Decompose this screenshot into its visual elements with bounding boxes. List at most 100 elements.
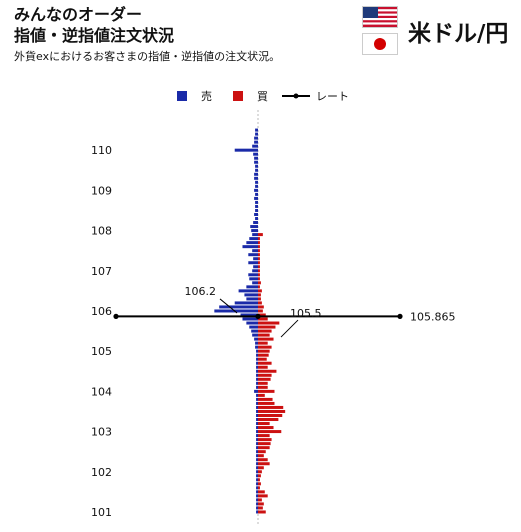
- buy-bar: [258, 313, 266, 317]
- sell-bar: [249, 325, 258, 329]
- sell-bar: [253, 257, 258, 261]
- buy-bar: [258, 385, 268, 389]
- sell-bar: [256, 442, 258, 446]
- sell-bar: [256, 397, 258, 401]
- order-book-chart: 売 買 レート 101 102 103 104 105 106 107 108 109 110 1…: [0, 80, 521, 532]
- bar-series: [214, 128, 286, 514]
- sell-bar: [256, 450, 258, 454]
- buy-bar: [258, 466, 264, 470]
- buy-bar: [258, 510, 266, 514]
- sell-bar: [256, 385, 258, 389]
- sell-bar: [252, 144, 258, 148]
- currency-pair-label: 米ドル/円: [408, 21, 509, 47]
- sell-bar: [255, 208, 258, 212]
- buy-bar: [258, 353, 269, 357]
- buy-bar: [258, 502, 264, 506]
- buy-bar: [258, 430, 282, 434]
- legend-buy-label: 買: [257, 90, 268, 103]
- sell-bar: [256, 510, 258, 514]
- buy-bar: [258, 233, 263, 237]
- y-tick-label: 102: [91, 466, 112, 479]
- sell-bar: [256, 413, 258, 417]
- buy-bar: [258, 409, 286, 413]
- sell-bar: [256, 470, 258, 474]
- sell-bar: [234, 148, 258, 152]
- sell-bar: [256, 422, 258, 426]
- legend-sell-swatch: [177, 91, 187, 101]
- sell-bar: [255, 168, 258, 172]
- sell-bar: [240, 313, 258, 317]
- buy-bar: [258, 458, 268, 462]
- buy-bar: [258, 317, 268, 321]
- sell-bar: [246, 241, 258, 245]
- rate-value-label: 105.865: [410, 310, 456, 323]
- sell-bar: [256, 430, 258, 434]
- y-tick-label: 101: [91, 506, 112, 519]
- sell-bar: [244, 293, 258, 297]
- buy-bar: [258, 289, 262, 293]
- sell-bar: [256, 486, 258, 490]
- sell-bar: [254, 160, 258, 164]
- sell-bar: [246, 285, 258, 289]
- chart-svg: 売 買 レート 101 102 103 104 105 106 107 108 109 110 1…: [91, 90, 456, 524]
- sell-bar: [255, 184, 258, 188]
- sell-bar: [256, 365, 258, 369]
- sell-bar: [255, 345, 258, 349]
- buy-bar: [258, 269, 260, 273]
- buy-bar: [258, 389, 275, 393]
- sell-bar: [256, 438, 258, 442]
- us-flag-icon: [362, 6, 398, 28]
- sell-bar: [251, 329, 258, 333]
- sell-bar: [249, 277, 258, 281]
- sell-bar: [248, 261, 258, 265]
- sell-bar: [214, 309, 258, 313]
- sell-bar: [254, 389, 258, 393]
- sell-bar: [256, 357, 258, 361]
- y-tick-label: 106: [91, 305, 112, 318]
- buy-bar: [258, 293, 261, 297]
- buy-bar: [258, 321, 280, 325]
- buy-bar: [258, 237, 260, 241]
- y-tick-label: 109: [91, 184, 112, 197]
- buy-bar: [258, 309, 263, 313]
- sell-bar: [256, 498, 258, 502]
- sell-bar: [255, 341, 258, 345]
- annotation-leader-line: [219, 298, 238, 314]
- currency-flags: [362, 6, 398, 60]
- sell-bar: [248, 253, 258, 257]
- sell-bar: [254, 156, 258, 160]
- sell-bar: [256, 369, 258, 373]
- sell-bar: [255, 204, 258, 208]
- sell-bar: [246, 297, 258, 301]
- sell-bar: [255, 164, 258, 168]
- sell-bar: [255, 200, 258, 204]
- annotation-label: 106.2: [185, 285, 217, 298]
- sell-bar: [256, 458, 258, 462]
- buy-bar: [258, 305, 264, 309]
- buy-bar: [258, 462, 270, 466]
- sell-bar: [255, 180, 258, 184]
- buy-bar: [258, 397, 273, 401]
- sell-bar: [256, 381, 258, 385]
- annotation-leader-line: [280, 319, 299, 338]
- sell-bar: [256, 426, 258, 430]
- buy-bar: [258, 297, 261, 301]
- sell-bar: [219, 305, 258, 309]
- buy-bar: [258, 506, 263, 510]
- page-title: みんなのオーダー 指値・逆指値注文状況: [14, 4, 174, 46]
- buy-bar: [258, 373, 272, 377]
- buy-bar: [258, 245, 260, 249]
- buy-bar: [258, 418, 279, 422]
- rate-center-marker: [255, 313, 261, 319]
- sell-bar: [254, 140, 258, 144]
- sell-bar: [256, 405, 258, 409]
- buy-bar: [258, 301, 262, 305]
- buy-bar: [258, 438, 272, 442]
- buy-bar: [258, 442, 271, 446]
- page-title-line1: みんなのオーダー: [14, 5, 143, 24]
- buy-bar: [258, 405, 284, 409]
- sell-bar: [256, 373, 258, 377]
- sell-bar: [242, 317, 258, 321]
- sell-bar: [256, 361, 258, 365]
- sell-bar: [255, 192, 258, 196]
